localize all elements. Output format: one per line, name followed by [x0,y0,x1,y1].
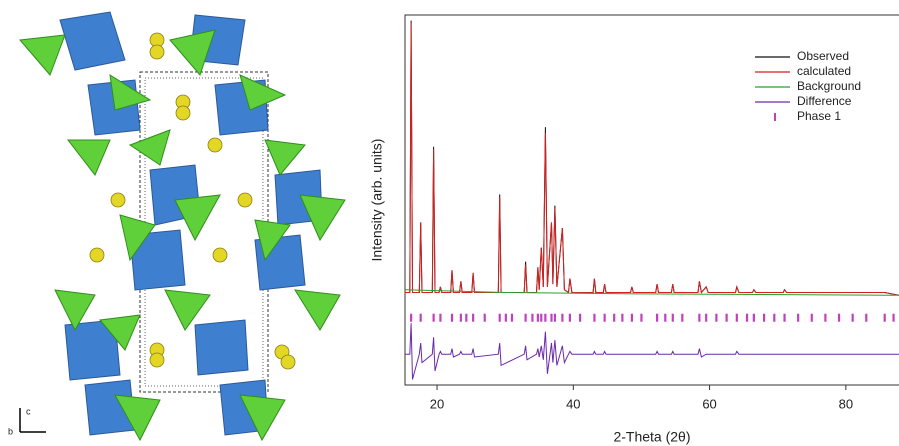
series-line [405,323,899,380]
legend-label: calculated [797,64,851,78]
legend-label: Background [797,79,861,93]
crystal-structure: c b [8,11,346,442]
legend-label: Difference [797,94,852,108]
x-tick-label: 40 [566,396,580,411]
plot-frame [404,14,899,386]
x-tick-label: 20 [430,396,444,411]
y-axis-label: Intensity (arb. units) [369,139,385,262]
legend-label: Observed [797,49,849,63]
octahedra [59,11,323,436]
series-line [404,289,899,296]
legend: ObservedcalculatedBackgroundDifferencePh… [755,49,861,123]
axis-c-label: c [26,406,31,416]
axis-indicator [19,408,46,433]
legend-label: Phase 1 [797,109,841,123]
series-line [405,23,899,296]
axis-b-label: b [8,426,13,436]
x-tick-label: 60 [702,396,716,411]
x-tick-label: 80 [839,396,853,411]
tetrahedra [19,29,346,442]
x-axis-label: 2-Theta (2θ) [613,429,690,445]
atoms [89,32,296,370]
